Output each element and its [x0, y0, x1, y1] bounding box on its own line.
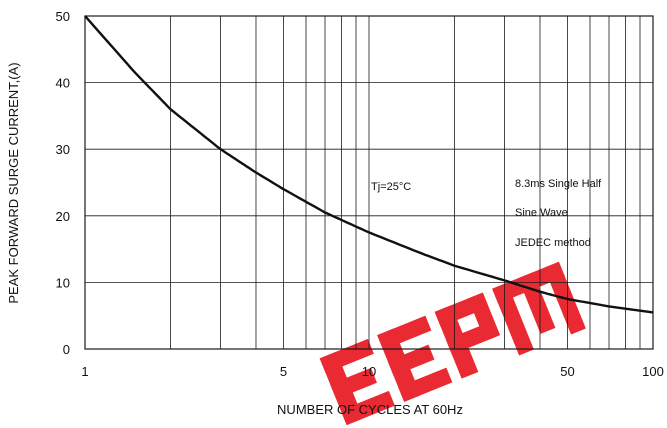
y-tick-label: 50: [56, 9, 70, 24]
y-tick-labels: 0 10 20 30 40 50: [56, 9, 70, 357]
watermark-stroke: [377, 315, 432, 350]
y-tick-label: 40: [56, 76, 70, 91]
y-tick-label: 0: [63, 342, 70, 357]
annotation-pulse-desc: 8.3ms Single Half: [515, 178, 602, 190]
watermark-stroke: [330, 367, 377, 400]
annotation-junction-temp: Tj=25°C: [371, 181, 411, 193]
x-tick-label: 10: [362, 364, 376, 379]
x-tick-label: 100: [642, 364, 664, 379]
y-tick-label: 30: [56, 142, 70, 157]
grid-lines: [84, 15, 654, 350]
watermark-logo: [319, 261, 586, 426]
x-axis-label: NUMBER OF CYCLES AT 60Hz: [277, 402, 463, 417]
watermark-stroke: [340, 390, 395, 426]
x-tick-label: 5: [280, 364, 287, 379]
watermark-letters: [319, 261, 586, 426]
annotation-jedec: JEDEC method: [515, 237, 591, 249]
watermark-stroke: [398, 367, 453, 402]
annotation-sine-wave: Sine Wave: [515, 207, 568, 219]
watermark-stroke: [468, 292, 501, 342]
plot-frame: [84, 15, 654, 350]
surge-current-curve: [84, 15, 654, 314]
x-tick-labels: 1 5 10 50 100: [81, 364, 663, 379]
y-axis-label: PEAK FORWARD SURGE CURRENT,(A): [6, 62, 21, 303]
watermark-stroke: [319, 338, 374, 374]
x-tick-label: 1: [81, 364, 88, 379]
y-tick-label: 20: [56, 209, 70, 224]
watermark-stroke: [387, 344, 435, 376]
x-tick-label: 50: [560, 364, 574, 379]
y-tick-label: 10: [56, 275, 70, 290]
